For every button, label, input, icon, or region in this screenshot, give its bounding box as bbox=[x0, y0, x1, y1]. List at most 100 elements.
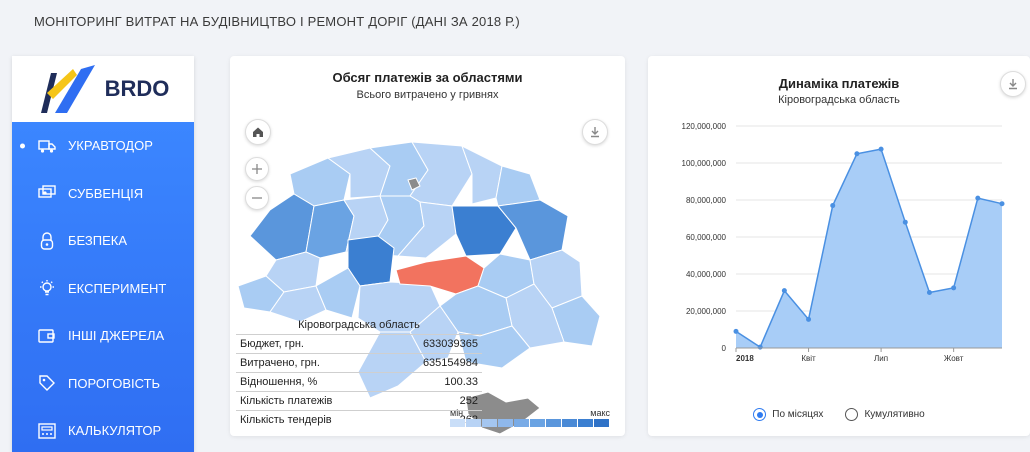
plus-icon bbox=[252, 164, 262, 174]
data-point bbox=[806, 316, 812, 322]
data-point bbox=[854, 151, 860, 157]
sidebar-item-ukravtodor[interactable]: УКРАВТОДОР bbox=[12, 122, 194, 170]
sidebar-item-inshi-dzherela[interactable]: ІНШІ ДЖЕРЕЛА bbox=[12, 312, 194, 360]
download-icon bbox=[591, 127, 599, 138]
map-region[interactable] bbox=[315, 267, 361, 319]
tooltip-row-value: 635154984 bbox=[422, 357, 478, 369]
line-card: Динаміка платежів Кіровоградська область… bbox=[648, 56, 1030, 436]
calculator-icon bbox=[38, 422, 56, 440]
sidebar-nav: УКРАВТОДОР СУБВЕНЦІЯ БЕЗПЕКА ЕКСПЕРИМЕНТ… bbox=[12, 122, 194, 452]
y-tick-label: 60,000,000 bbox=[686, 233, 727, 242]
radio-circle bbox=[845, 408, 859, 421]
payments-line-chart[interactable]: 0 20,000,000 40,000,000 60,000,000 80,000,00… bbox=[648, 56, 1030, 386]
tooltip-row: Відношення, % 100.33 bbox=[236, 372, 482, 391]
tooltip-row: Витрачено, грн. 635154984 bbox=[236, 353, 482, 372]
minus-icon bbox=[252, 197, 262, 199]
truck-icon bbox=[38, 137, 56, 155]
line-card-title: Динаміка платежів bbox=[778, 76, 900, 91]
tooltip-row-value: 100.33 bbox=[444, 376, 478, 388]
map-region[interactable] bbox=[269, 285, 327, 323]
radio-monthly[interactable]: По місяцях bbox=[753, 408, 823, 421]
x-tick-label: Лип bbox=[874, 354, 888, 363]
home-icon bbox=[253, 127, 263, 137]
map-region[interactable] bbox=[249, 193, 315, 261]
logo-text: BRDO bbox=[104, 76, 170, 101]
wallet-icon bbox=[38, 327, 56, 345]
data-point bbox=[999, 201, 1005, 207]
zoom-in-button[interactable] bbox=[245, 157, 269, 181]
tooltip-row-value: 633039365 bbox=[422, 338, 478, 350]
brdo-logo-icon bbox=[40, 65, 95, 113]
sidebar-item-eksperyment[interactable]: ЕКСПЕРИМЕНТ bbox=[12, 265, 194, 313]
region-tooltip: Кіровоградська область Бюджет, грн. 6330… bbox=[236, 316, 482, 429]
tooltip-row-label: Бюджет, грн. bbox=[240, 338, 304, 350]
tooltip-row: Кількість платежів 252 bbox=[236, 391, 482, 410]
tooltip-row: Бюджет, грн. 633039365 bbox=[236, 334, 482, 353]
data-point bbox=[951, 285, 957, 291]
sidebar-item-subventsiia[interactable]: СУБВЕНЦІЯ bbox=[12, 170, 194, 218]
radio-cumulative[interactable]: Кумулятивно bbox=[845, 408, 925, 421]
y-tick-label: 80,000,000 bbox=[686, 196, 727, 205]
sidebar-item-label: БЕЗПЕКА bbox=[68, 233, 128, 249]
tooltip-row-label: Витрачено, грн. bbox=[240, 357, 320, 369]
sidebar-item-kalkuliator[interactable]: КАЛЬКУЛЯТОР bbox=[12, 407, 194, 452]
logo[interactable]: BRDO bbox=[12, 56, 194, 122]
tooltip-row: Кількість тендерів 262 bbox=[236, 410, 482, 429]
active-indicator bbox=[20, 143, 25, 149]
map-region[interactable] bbox=[457, 325, 531, 369]
sidebar-item-label: ІНШІ ДЖЕРЕЛА bbox=[68, 328, 165, 344]
region-tooltip-title: Кіровоградська область bbox=[298, 319, 420, 331]
data-point bbox=[733, 328, 739, 334]
y-tick-label: 40,000,000 bbox=[686, 270, 727, 279]
map-download-button[interactable] bbox=[582, 119, 608, 145]
x-tick-label: Жовт bbox=[944, 354, 964, 363]
data-point bbox=[781, 288, 787, 294]
sidebar-item-bezpeka[interactable]: БЕЗПЕКА bbox=[12, 217, 194, 265]
y-tick-label: 0 bbox=[722, 344, 727, 353]
map-card-subtitle: Всього витрачено у гривнях bbox=[356, 89, 499, 101]
sidebar-item-label: ЕКСПЕРИМЕНТ bbox=[68, 280, 167, 296]
sidebar-item-label: КАЛЬКУЛЯТОР bbox=[68, 423, 162, 439]
map-color-legend: мін макс bbox=[450, 408, 610, 427]
legend-color-bar bbox=[450, 419, 610, 427]
map-region[interactable] bbox=[461, 144, 503, 205]
map-card: Обсяг платежів за областями Всього витра… bbox=[230, 56, 625, 436]
y-tick-label: 120,000,000 bbox=[682, 122, 727, 131]
sidebar-item-label: УКРАВТОДОР bbox=[68, 138, 153, 154]
area-fill bbox=[736, 149, 1002, 348]
y-tick-label: 20,000,000 bbox=[686, 307, 727, 316]
page-title: МОНІТОРИНГ ВИТРАТ НА БУДІВНИЦТВО І РЕМОН… bbox=[34, 14, 520, 29]
tooltip-row-label: Відношення, % bbox=[240, 376, 318, 388]
data-point bbox=[757, 344, 763, 350]
tooltip-row-value: 252 bbox=[459, 395, 478, 407]
zoom-out-button[interactable] bbox=[245, 186, 269, 210]
x-tick-label: Квіт bbox=[801, 354, 816, 363]
radio-circle-checked bbox=[753, 408, 767, 421]
data-point bbox=[902, 219, 908, 225]
money-icon bbox=[38, 184, 56, 202]
radio-label: По місяцях bbox=[772, 409, 824, 420]
sidebar-item-label: ПОРОГОВІСТЬ bbox=[68, 375, 161, 391]
map-region[interactable] bbox=[495, 165, 541, 207]
map-card-title: Обсяг платежів за областями bbox=[332, 70, 523, 85]
radio-label: Кумулятивно bbox=[864, 409, 925, 420]
data-point bbox=[975, 195, 981, 201]
map-home-button[interactable] bbox=[245, 119, 271, 145]
sidebar: BRDO УКРАВТОДОР СУБВЕНЦІЯ БЕЗПЕКА ЕК bbox=[12, 56, 194, 452]
map-region-kyiv-city[interactable] bbox=[407, 177, 421, 191]
line-card-subtitle: Кіровоградська область bbox=[778, 94, 900, 106]
tag-icon bbox=[38, 374, 56, 392]
chart-download-button[interactable] bbox=[1000, 71, 1026, 97]
y-tick-label: 100,000,000 bbox=[682, 159, 727, 168]
chart-mode-radios: По місяцях Кумулятивно bbox=[648, 408, 1030, 421]
x-tick-label: 2018 bbox=[736, 354, 754, 363]
legend-min-label: мін bbox=[450, 408, 464, 418]
data-point bbox=[830, 203, 836, 209]
tooltip-row-label: Кількість платежів bbox=[240, 395, 333, 407]
data-point bbox=[926, 290, 932, 295]
data-point bbox=[878, 146, 884, 152]
ukraine-map[interactable] bbox=[230, 136, 625, 436]
download-icon bbox=[1009, 79, 1017, 90]
lock-icon bbox=[38, 232, 56, 250]
sidebar-item-porohovist[interactable]: ПОРОГОВІСТЬ bbox=[12, 360, 194, 408]
